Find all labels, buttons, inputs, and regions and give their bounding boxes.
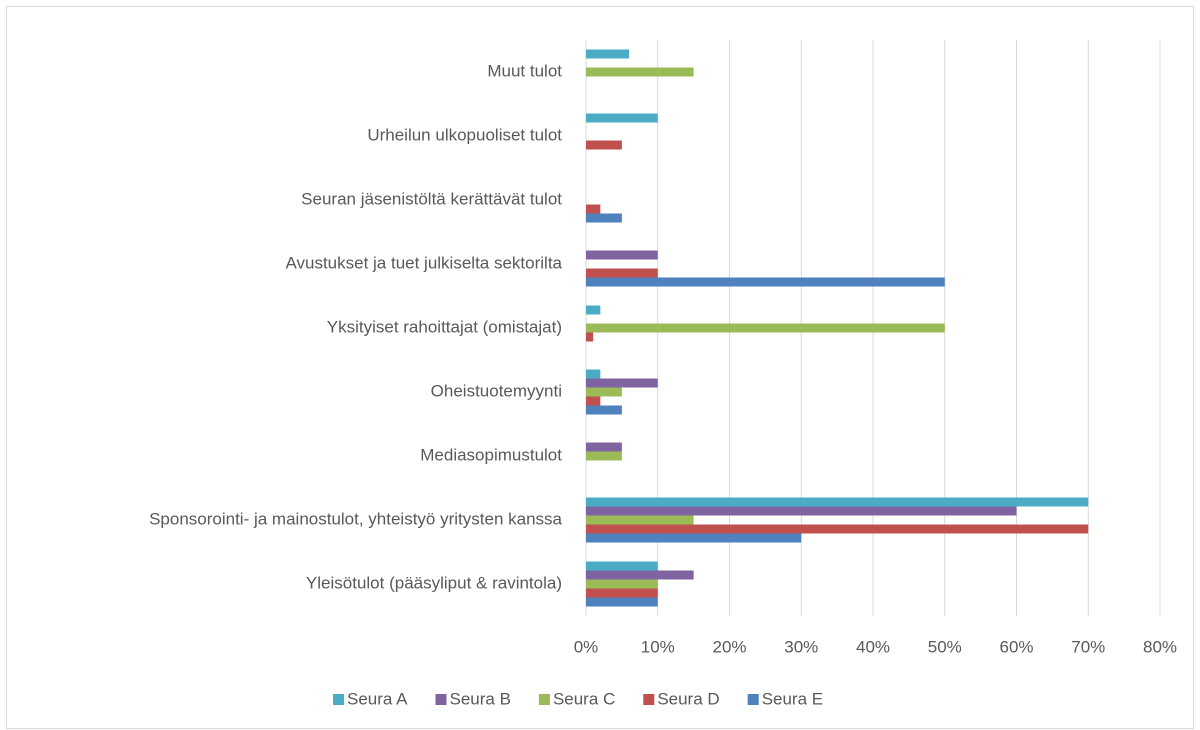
bar [586,268,658,278]
legend-swatch [435,694,447,705]
x-tick-label: 70% [1071,637,1105,656]
y-tick-label: Yksityiset rahoittajat (omistajat) [327,317,562,336]
bar [586,113,658,123]
chart-border [6,6,1194,729]
y-tick-label: Seuran jäsenistöltä kerättävät tulot [301,189,562,208]
bar [586,277,945,287]
x-tick-label: 10% [641,637,675,656]
x-tick-label: 60% [999,637,1033,656]
x-tick-label: 50% [928,637,962,656]
bar [586,305,601,315]
legend-label: Seura A [347,689,408,708]
legend-swatch [538,694,550,705]
legend-swatch [643,694,655,705]
y-tick-label: Urheilun ulkopuoliset tulot [367,125,562,144]
legend-swatch [747,694,759,705]
legend-label: Seura D [657,689,719,708]
bar [586,579,658,589]
bar [586,204,601,214]
bar [586,332,594,342]
y-tick-label: Sponsorointi- ja mainostulot, yhteistyö … [149,509,562,528]
bar [586,323,945,333]
bar [586,378,658,388]
bar [586,442,622,452]
bar [586,451,622,461]
y-tick-label: Avustukset ja tuet julkiselta sektorilta [285,253,562,272]
x-tick-label: 0% [574,637,599,656]
x-tick-label: 40% [856,637,890,656]
x-tick-label: 20% [712,637,746,656]
legend-swatch [333,694,344,705]
bar [586,533,802,543]
bar [586,515,694,525]
x-tick-label: 30% [784,637,818,656]
bar [586,561,658,571]
bar [586,405,622,415]
bar [586,250,658,260]
bar [586,369,601,379]
y-tick-label: Yleisötulot (pääsyliput & ravintola) [306,573,562,592]
bar [586,588,658,598]
bar [586,49,630,59]
bar [586,396,601,406]
x-tick-label: 80% [1143,637,1177,656]
bar [586,524,1089,534]
y-tick-label: Mediasopimustulot [420,445,562,464]
bar [586,67,694,77]
bar [586,140,622,150]
legend-label: Seura E [762,689,823,708]
bar [586,570,694,580]
bar [586,213,622,223]
bar [586,387,622,397]
legend-label: Seura C [553,689,615,708]
bar [586,497,1089,507]
legend-label: Seura B [450,689,511,708]
y-tick-label: Muut tulot [487,61,562,80]
y-tick-label: Oheistuotemyynti [431,381,562,400]
bar [586,597,658,607]
bar [586,506,1017,516]
